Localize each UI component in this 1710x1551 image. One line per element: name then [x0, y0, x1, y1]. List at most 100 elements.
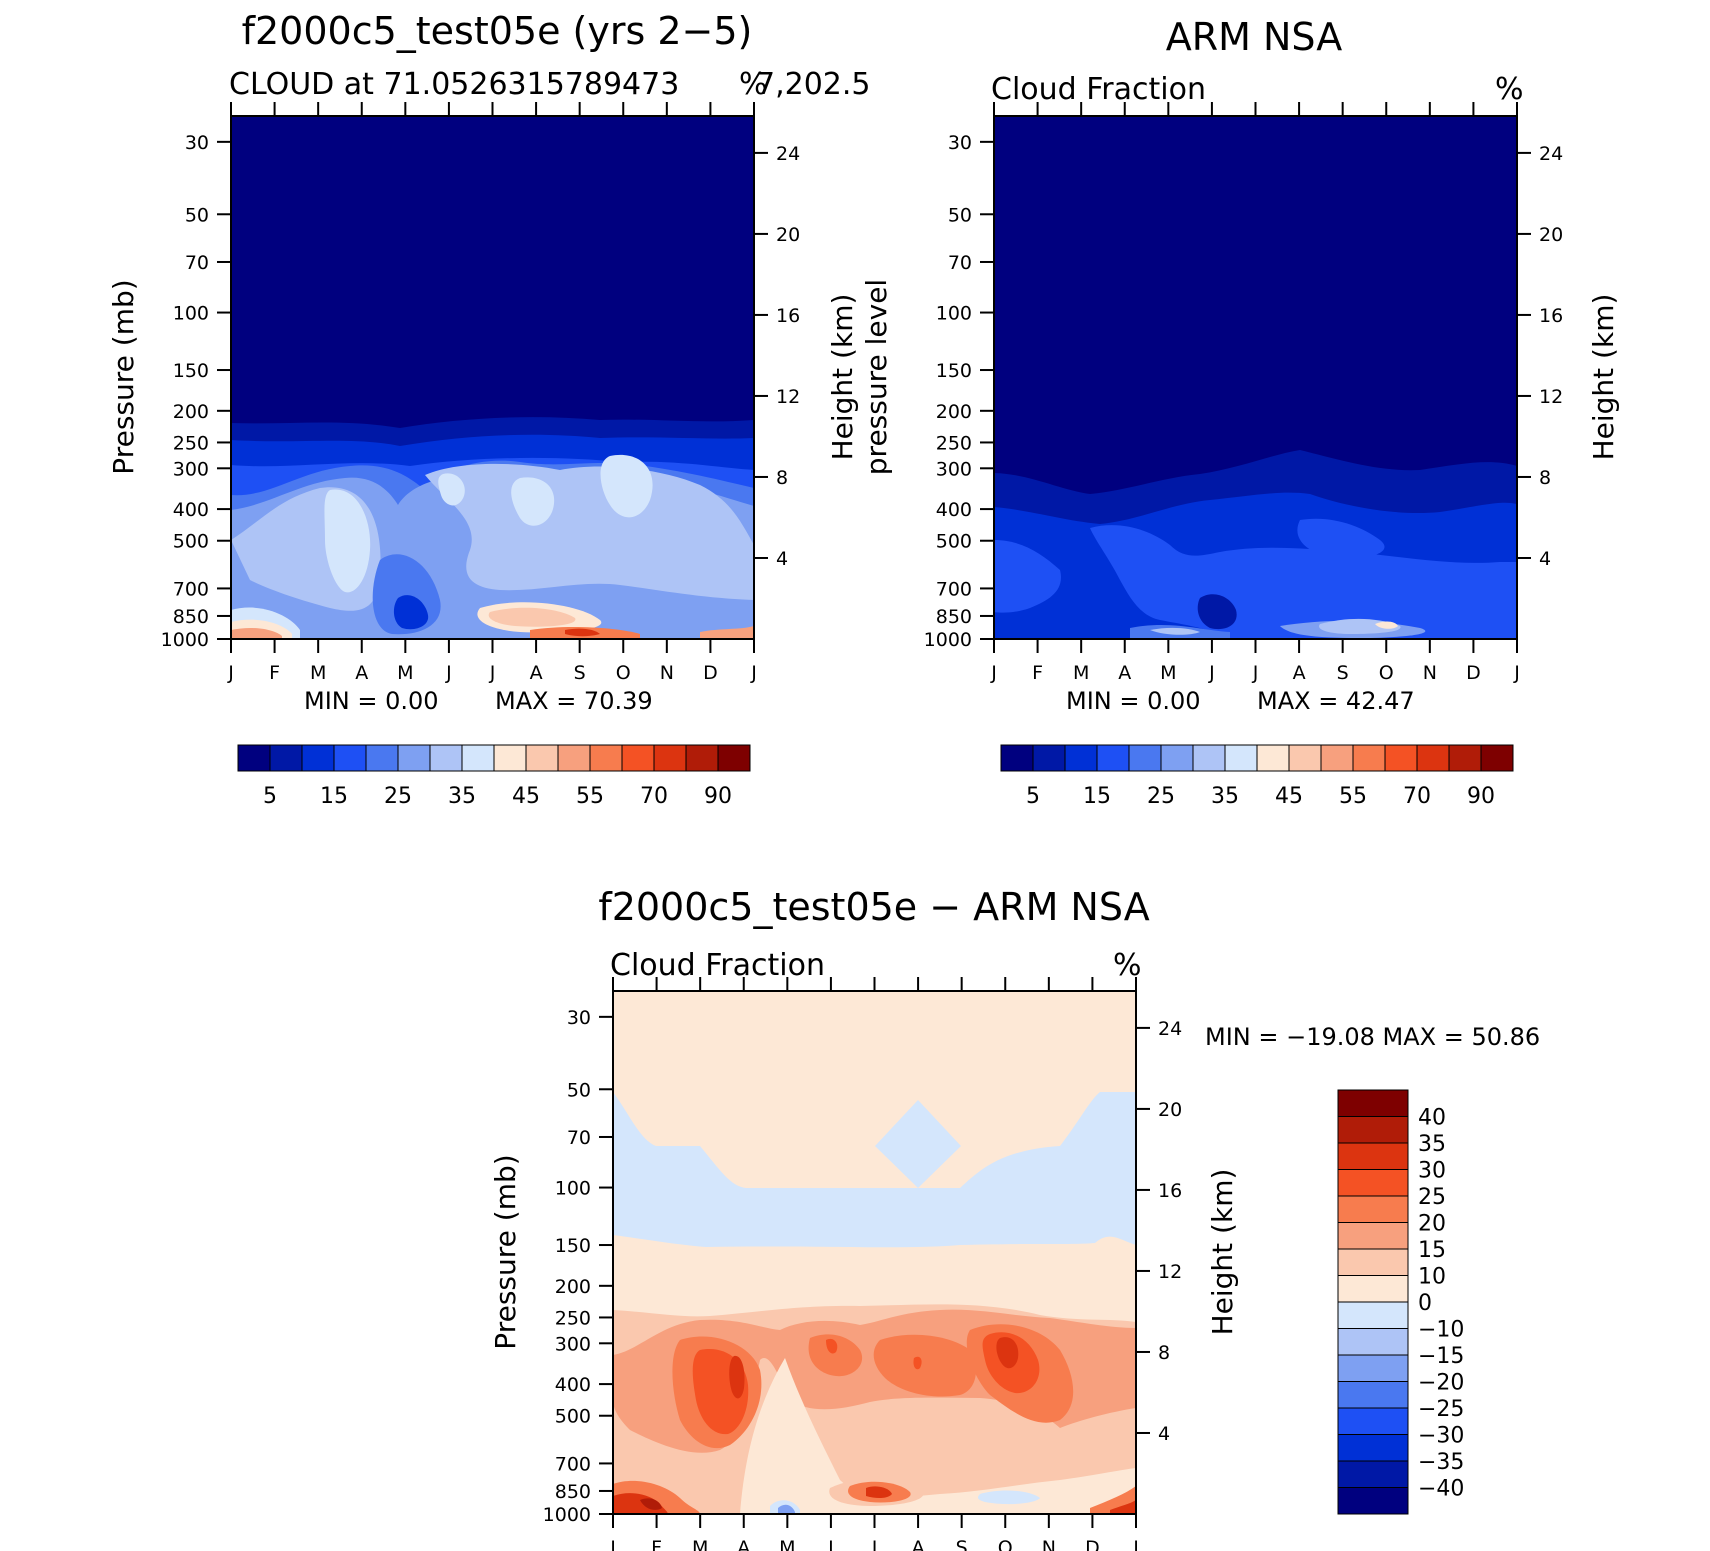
pressure-tick-label: 150 — [936, 360, 972, 382]
panel-model-subtitle-right: 7,202.5 — [756, 67, 871, 102]
colorbar-swatch — [1416, 744, 1450, 772]
contour-band-15-c — [1297, 518, 1385, 559]
colorbar-swatch — [397, 744, 431, 772]
colorbar-swatch — [365, 744, 399, 772]
contour-band-30-low-summer — [866, 1486, 892, 1499]
month-tick-label: N — [660, 662, 674, 684]
colorbar-swatch — [1256, 744, 1290, 772]
contour-band-5-low — [1197, 594, 1237, 630]
panel-obs-ylabel-left: pressure level — [860, 279, 893, 475]
colorbar-label: 0 — [1418, 1291, 1432, 1316]
pressure-tick-label: 200 — [936, 401, 972, 423]
contour-band-30-autumn — [996, 1337, 1019, 1369]
height-tick-label: 20 — [776, 224, 800, 246]
panel-obs-subtitle: Cloud Fraction — [991, 72, 1206, 107]
month-tick-label: M — [1160, 662, 1176, 684]
colorbar-label: 40 — [1418, 1106, 1446, 1131]
pressure-tick-label: 500 — [173, 531, 209, 553]
pressure-tick-label: 50 — [567, 1079, 591, 1101]
month-tick-label: S — [1337, 662, 1349, 684]
colorbar-swatch — [653, 744, 687, 772]
contour-band-50-near-surface — [231, 627, 282, 639]
month-tick-label: O — [1379, 662, 1394, 684]
contour-band-20-summer — [808, 1334, 863, 1377]
month-tick-label: S — [956, 1537, 968, 1551]
panel-diff-subtitle: Cloud Fraction — [610, 948, 825, 983]
colorbar-label: 10 — [1418, 1265, 1446, 1290]
panel-model-units: % — [739, 67, 768, 102]
contour-band-20-late-summer — [873, 1334, 976, 1397]
panel-obs-title: ARM NSA — [1166, 15, 1343, 59]
height-tick-label: 4 — [776, 548, 788, 570]
contour-band-40-winter-low — [640, 1498, 662, 1510]
panel-obs-ylabel-right: Height (km) — [1587, 294, 1620, 461]
month-tick-label: A — [737, 1537, 750, 1551]
contour-band-15-b — [1090, 525, 1517, 639]
colorbar-swatch — [1337, 1328, 1409, 1356]
colorbar-label: 70 — [1403, 784, 1431, 809]
height-tick-label: 20 — [1539, 224, 1563, 246]
colorbar-swatch — [1337, 1460, 1409, 1488]
contour-band-35-d — [438, 473, 465, 506]
month-tick-label: O — [998, 1537, 1013, 1551]
pressure-tick-label: 850 — [555, 1481, 591, 1503]
colorbar-swatch — [1448, 744, 1482, 772]
height-tick-label: 24 — [776, 143, 800, 165]
contour-band-neg10-diamond — [875, 1100, 961, 1188]
colorbar-swatch — [1192, 744, 1226, 772]
panel-model-ylabel-left: Pressure (mb) — [107, 279, 140, 474]
colorbar-swatch — [525, 744, 559, 772]
contour-band-neg20-low-spring — [778, 1504, 795, 1514]
height-tick-label: 16 — [1158, 1180, 1182, 1202]
month-tick-label: F — [269, 662, 280, 684]
pressure-tick-label: 70 — [948, 252, 972, 274]
colorbar-label: 45 — [1275, 784, 1303, 809]
colorbar-swatch — [429, 744, 463, 772]
pressure-tick-label: 1000 — [924, 629, 972, 651]
month-tick-label: D — [1466, 662, 1481, 684]
contour-band-35 — [324, 489, 371, 593]
month-tick-label: J — [1513, 662, 1520, 684]
pressure-tick-label: 200 — [173, 401, 209, 423]
month-tick-label: J — [609, 1537, 616, 1551]
colorbar-label: 35 — [1418, 1132, 1446, 1157]
colorbar-swatch — [717, 744, 751, 772]
colorbar-label: −10 — [1418, 1318, 1464, 1343]
contour-band-25-summer — [826, 1338, 838, 1354]
colorbar-label: 90 — [704, 784, 732, 809]
month-tick-label: F — [651, 1537, 662, 1551]
pressure-tick-label: 150 — [555, 1235, 591, 1257]
colorbar-label: 35 — [448, 784, 476, 809]
colorbar-label: −25 — [1418, 1397, 1464, 1422]
colorbar-swatch — [493, 744, 527, 772]
panel-diff-units: % — [1113, 948, 1142, 983]
contour-band-30-spring — [729, 1355, 745, 1399]
pressure-tick-label: 100 — [936, 303, 972, 325]
colorbar-swatch — [1160, 744, 1194, 772]
contour-band-40-near-surface — [1375, 621, 1398, 629]
colorbar-swatch — [1096, 744, 1130, 772]
contour-band-10-low-core — [393, 595, 429, 630]
colorbar-label: 15 — [1418, 1238, 1446, 1263]
colorbar-label: −40 — [1418, 1477, 1464, 1502]
colorbar-swatch — [1320, 744, 1354, 772]
height-tick-label: 12 — [1539, 386, 1563, 408]
month-tick-label: J — [445, 662, 452, 684]
month-tick-label: O — [616, 662, 631, 684]
colorbar-swatch — [557, 744, 591, 772]
colorbar-swatch — [1337, 1275, 1409, 1303]
contour-band-45-midsummer — [488, 607, 576, 627]
contour-band-70-surface — [565, 628, 600, 637]
month-tick-label: D — [703, 662, 718, 684]
contour-band-25-late-summer — [913, 1356, 922, 1370]
colorbar-swatch — [1224, 744, 1258, 772]
month-tick-label: N — [1042, 1537, 1056, 1551]
panel-diff-height-axis: 4 8 12 16 20 24 — [1136, 1018, 1182, 1445]
pressure-tick-label: 1000 — [161, 629, 209, 651]
month-tick-label: J — [1208, 662, 1215, 684]
height-tick-label: 12 — [776, 386, 800, 408]
